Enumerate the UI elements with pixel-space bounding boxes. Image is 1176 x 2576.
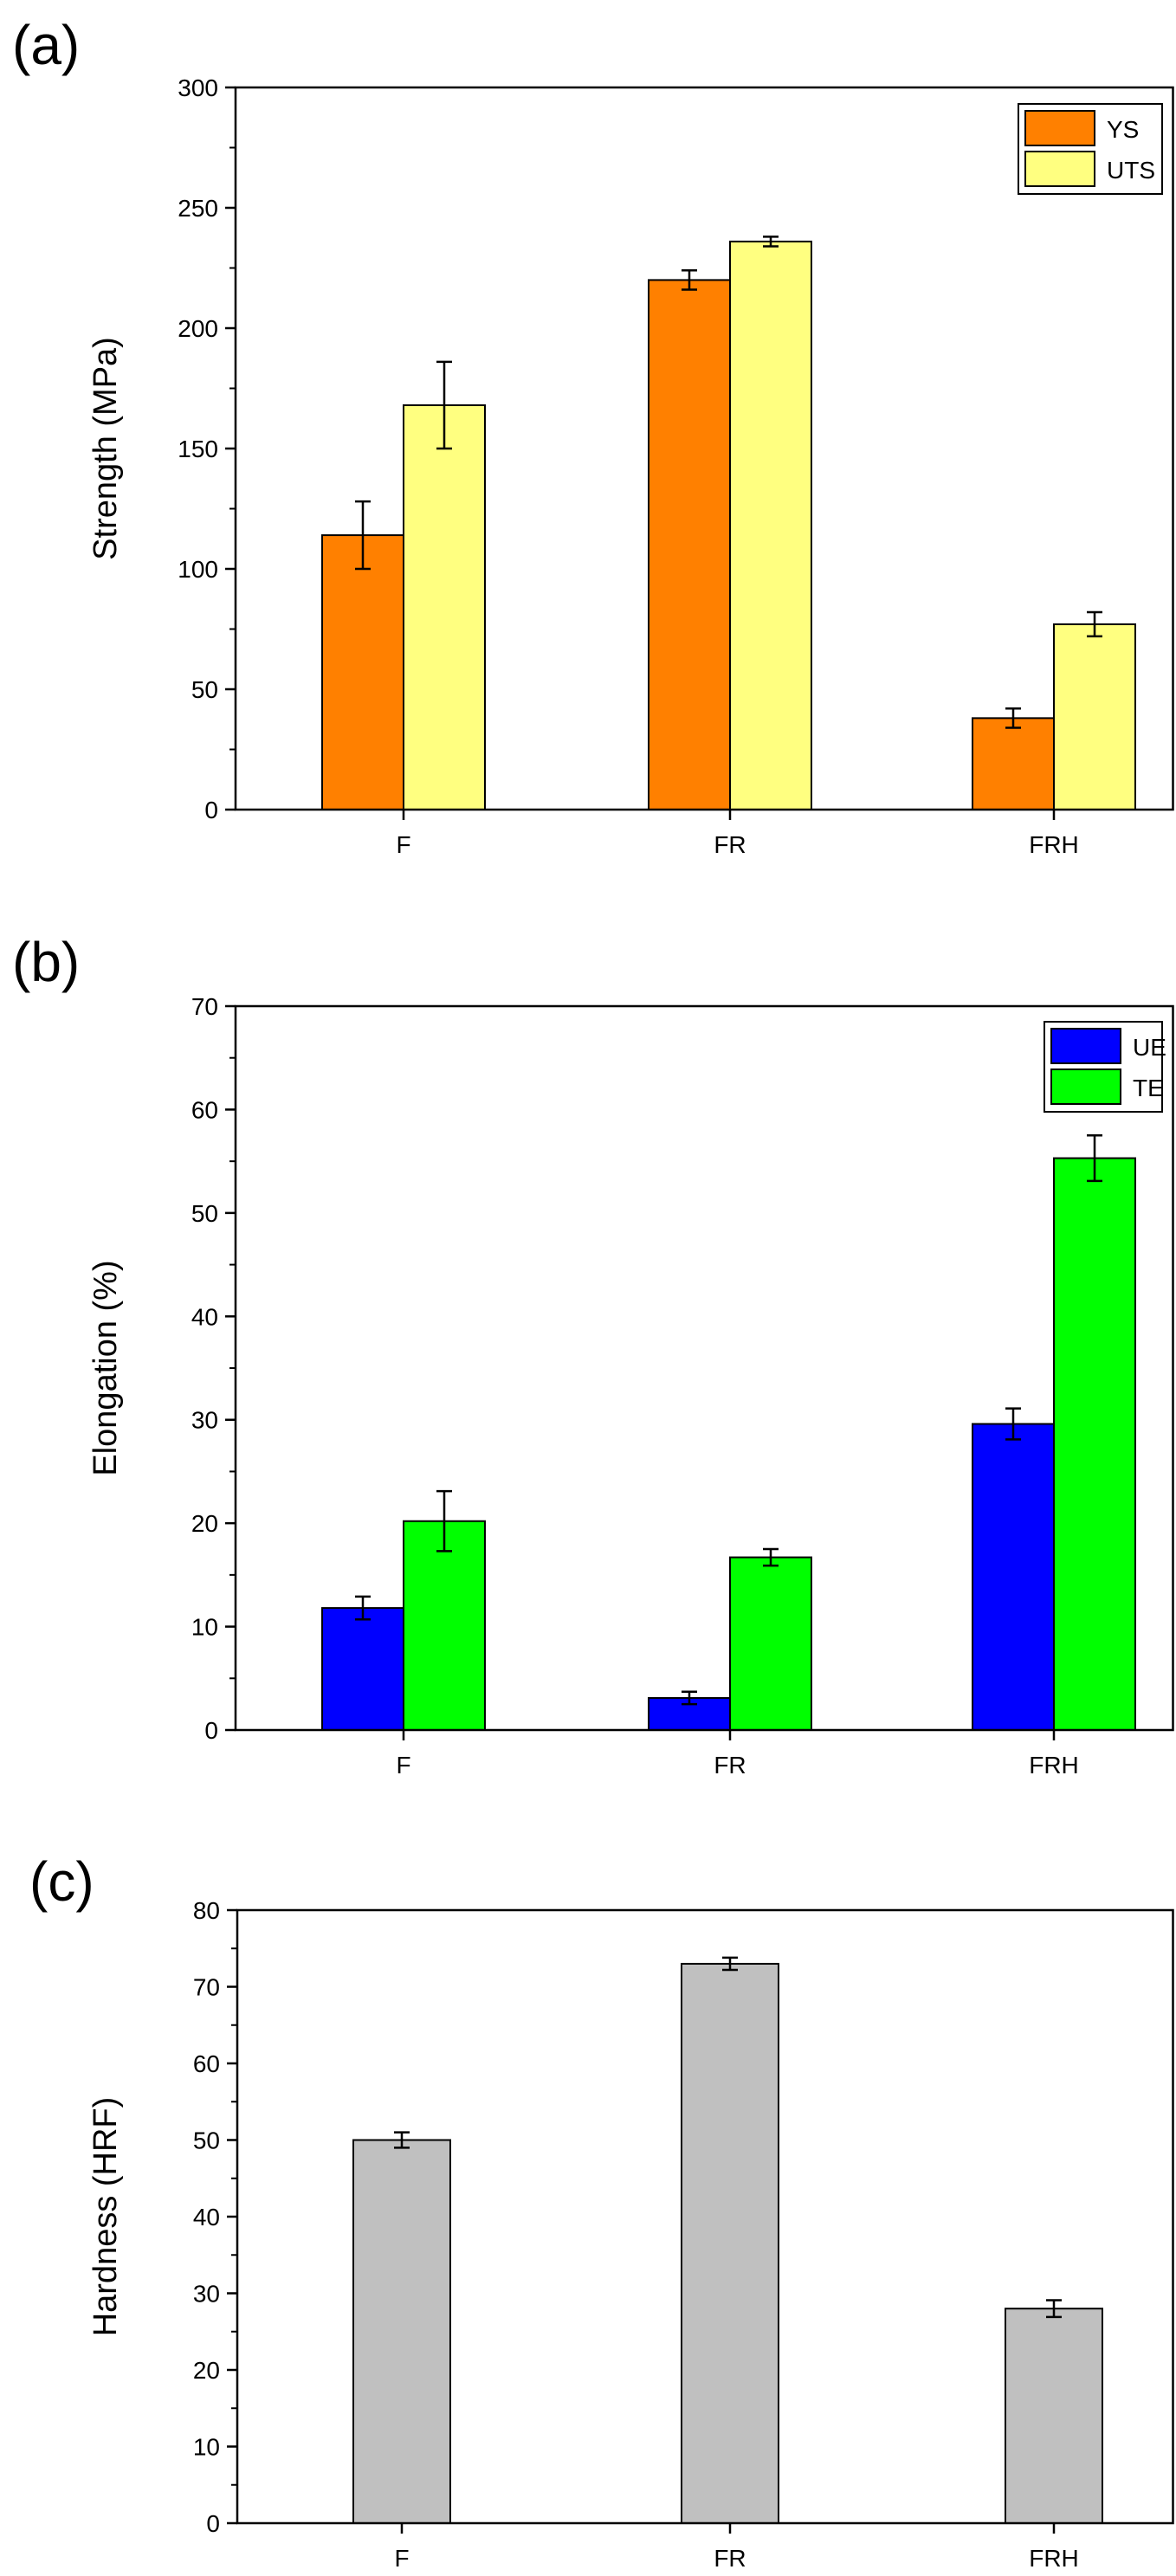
bar-ue-frh <box>972 1423 1055 1732</box>
legend-swatch-ue <box>1050 1028 1121 1064</box>
chart-panel-1: (a) 0 50 100 150 200 250 300 F FR FRH Strength (MPa… <box>12 14 1174 858</box>
x-tick-label-f: F <box>396 1752 410 1779</box>
y-tick-label: 70 <box>191 993 218 1020</box>
x-tick-label-f: F <box>396 831 410 858</box>
bar-ue-f <box>321 1607 404 1732</box>
bar-hardness-f <box>352 2139 451 2524</box>
x-tick-label-frh: FRH <box>1029 1752 1079 1779</box>
bar-te-fr <box>729 1556 812 1732</box>
error-bar-ue-f <box>355 1595 371 1621</box>
bar-ys-frh <box>972 717 1055 810</box>
legend-label-te: TE <box>1133 1075 1164 1101</box>
y-tick-label: 50 <box>191 1200 218 1227</box>
bar-te-frh <box>1053 1157 1136 1732</box>
bar-uts-fr <box>729 240 812 811</box>
legend: UE TE <box>1044 1021 1166 1113</box>
y-tick-label: 100 <box>178 556 218 583</box>
y-axis-title: Hardness (HRF) <box>87 2097 124 2337</box>
bar-ys-f <box>321 534 404 811</box>
legend-swatch-ys <box>1024 110 1095 146</box>
y-tick-label: 20 <box>191 1510 218 1537</box>
bar-uts-frh <box>1053 623 1136 810</box>
legend-label-ue: UE <box>1133 1034 1166 1061</box>
error-bar-uts-f <box>436 360 452 450</box>
y-tick-label: 60 <box>191 1096 218 1123</box>
y-axis-title: Elongation (%) <box>87 1260 124 1475</box>
bar-hardness-fr <box>681 1962 779 2524</box>
y-tick-label: 20 <box>193 2357 220 2384</box>
error-bar-uts-frh <box>1087 610 1102 638</box>
legend-swatch-uts <box>1024 151 1095 187</box>
error-bar-ue-frh <box>1005 1407 1021 1441</box>
error-bar-te-f <box>436 1489 452 1553</box>
error-bar-ue-fr <box>682 1690 697 1706</box>
y-tick-label: 40 <box>193 2204 220 2231</box>
y-tick-label: 300 <box>178 74 218 101</box>
panel-label: (c) <box>29 1850 94 1913</box>
legend-label-ys: YS <box>1107 116 1139 143</box>
y-tick-label: 0 <box>204 1717 218 1744</box>
x-tick-label-frh: FRH <box>1029 831 1079 858</box>
y-tick-label: 80 <box>193 1897 220 1924</box>
error-bar-ys-fr <box>682 269 697 291</box>
panel-label: (a) <box>12 14 80 76</box>
bar-hardness-frh <box>1005 2308 1103 2524</box>
x-tick-label-fr: FR <box>714 831 746 858</box>
y-tick-label: 30 <box>193 2281 220 2308</box>
bar-uts-f <box>403 404 486 810</box>
y-tick-label: 50 <box>193 2127 220 2154</box>
y-tick-label: 30 <box>191 1407 218 1434</box>
y-tick-label: 0 <box>204 797 218 823</box>
chart-panel-2: (b) 0 10 20 30 40 50 60 70 F FR FRH Elongation (%) UE… <box>12 931 1174 1779</box>
error-bar-te-fr <box>763 1547 779 1567</box>
x-tick-label-fr: FR <box>714 2545 746 2572</box>
y-tick-label: 250 <box>178 195 218 222</box>
chart-panel-3: (c) 0 10 20 30 40 50 60 70 80 F FR FRH Hardness (HRF) <box>29 1850 1174 2572</box>
error-bar-ys-frh <box>1005 707 1021 729</box>
error-bar-uts-fr <box>763 236 779 248</box>
error-bar-hardness-fr <box>722 1956 738 1972</box>
error-bar-hardness-frh <box>1046 2299 1062 2319</box>
y-tick-label: 50 <box>191 676 218 703</box>
x-tick-label-frh: FRH <box>1029 2545 1079 2572</box>
y-tick-label: 10 <box>191 1614 218 1641</box>
y-tick-label: 10 <box>193 2434 220 2461</box>
bar-te-f <box>403 1520 486 1731</box>
y-tick-label: 60 <box>193 2050 220 2077</box>
y-tick-label: 200 <box>178 315 218 342</box>
legend-label-uts: UTS <box>1107 157 1155 184</box>
error-bar-hardness-f <box>394 2131 410 2149</box>
error-bar-ys-f <box>355 500 371 571</box>
y-tick-label: 150 <box>178 436 218 462</box>
legend-swatch-te <box>1050 1068 1121 1105</box>
legend: YS UTS <box>1018 103 1163 195</box>
y-tick-label: 70 <box>193 1974 220 2001</box>
x-tick-label-f: F <box>394 2545 409 2572</box>
y-tick-label: 40 <box>191 1303 218 1330</box>
y-tick-label: 0 <box>206 2510 220 2537</box>
y-axis-title: Strength (MPa) <box>87 337 124 560</box>
panel-label: (b) <box>12 931 80 993</box>
bar-ys-fr <box>648 279 731 810</box>
error-bar-te-frh <box>1087 1134 1102 1183</box>
x-tick-label-fr: FR <box>714 1752 746 1779</box>
